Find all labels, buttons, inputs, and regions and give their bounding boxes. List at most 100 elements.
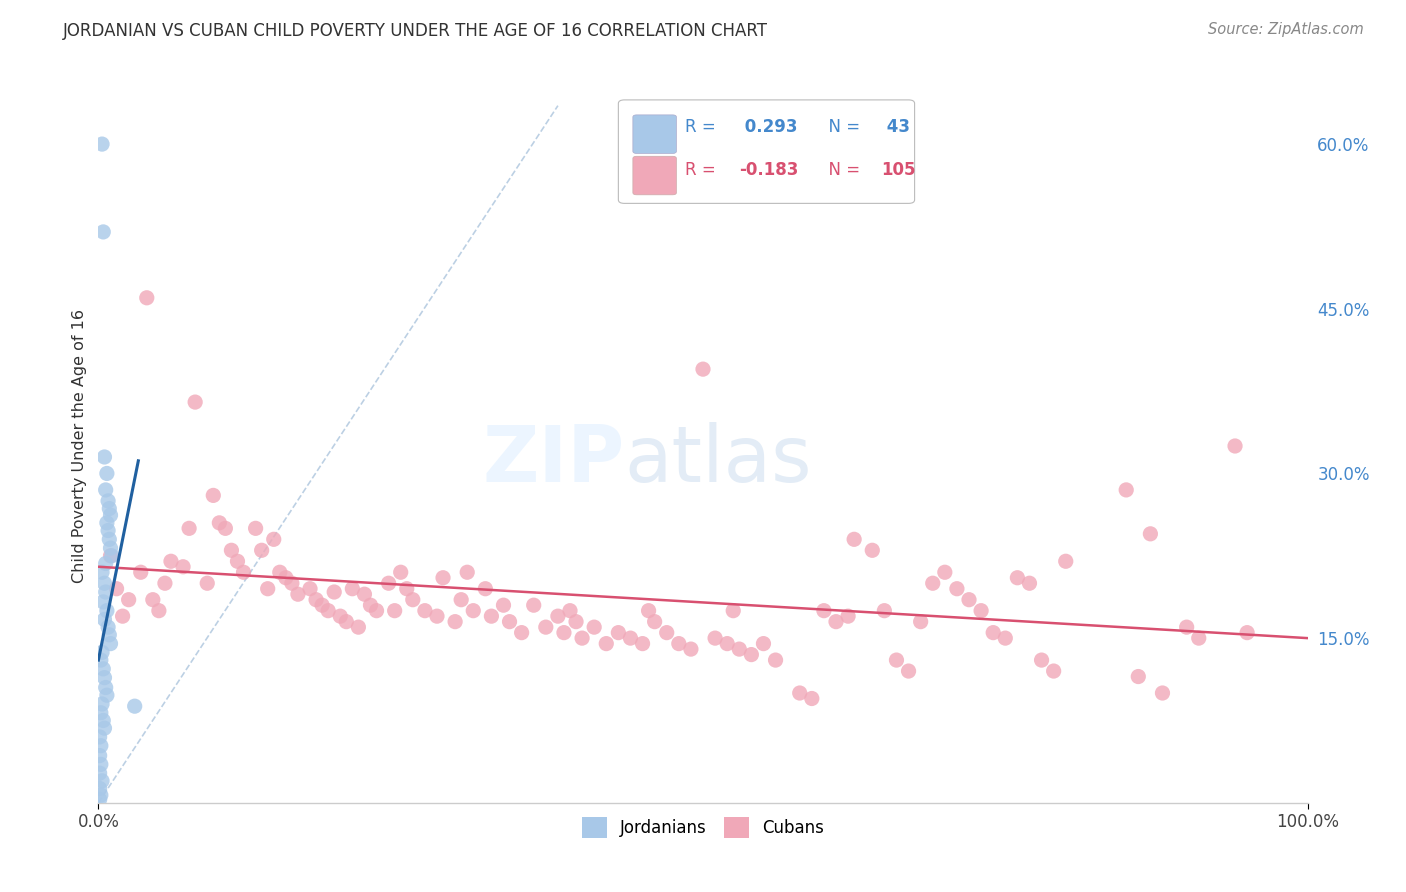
Text: 43: 43 <box>880 118 910 136</box>
Point <box>765 653 787 667</box>
Point <box>323 585 346 599</box>
Point <box>93 721 115 735</box>
Point <box>91 697 114 711</box>
Point <box>245 521 267 535</box>
Point <box>97 494 120 508</box>
Text: N =: N = <box>818 118 865 136</box>
Point <box>94 681 117 695</box>
Point <box>129 566 152 580</box>
Point <box>299 582 322 596</box>
Point <box>105 582 128 596</box>
Point <box>607 625 630 640</box>
Point <box>91 137 114 152</box>
Point <box>740 648 762 662</box>
Point <box>1042 664 1064 678</box>
Point <box>655 625 678 640</box>
Point <box>619 631 641 645</box>
Point <box>93 671 115 685</box>
Point <box>263 533 285 547</box>
Point <box>281 576 304 591</box>
Point <box>360 598 382 612</box>
Text: R =: R = <box>685 161 721 178</box>
Point <box>481 609 503 624</box>
Point <box>1031 653 1053 667</box>
Point <box>728 642 751 657</box>
Point <box>837 609 859 624</box>
Point <box>91 225 114 239</box>
Point <box>274 571 297 585</box>
Point <box>91 714 114 728</box>
Point <box>89 766 111 780</box>
Point <box>342 582 364 596</box>
Point <box>179 521 201 535</box>
Point <box>89 781 111 796</box>
Point <box>813 604 835 618</box>
Point <box>94 557 117 571</box>
Text: ZIP: ZIP <box>482 422 624 499</box>
Point <box>90 706 112 720</box>
Text: atlas: atlas <box>624 422 811 499</box>
Point <box>214 521 236 535</box>
Point <box>886 653 908 667</box>
Point <box>353 587 375 601</box>
Point <box>534 620 557 634</box>
Point <box>208 516 231 530</box>
Point <box>98 628 121 642</box>
Point <box>444 615 467 629</box>
Point <box>1188 631 1211 645</box>
Point <box>89 792 111 806</box>
FancyBboxPatch shape <box>619 100 915 203</box>
Point <box>1054 554 1077 568</box>
Point <box>679 642 702 657</box>
Point <box>910 615 932 629</box>
Point <box>1128 669 1150 683</box>
Point <box>844 533 866 547</box>
Point <box>100 549 122 563</box>
Point <box>184 395 207 409</box>
Point <box>547 609 569 624</box>
Point <box>118 592 141 607</box>
Text: Source: ZipAtlas.com: Source: ZipAtlas.com <box>1208 22 1364 37</box>
Point <box>492 598 515 612</box>
Point <box>644 615 666 629</box>
Point <box>195 576 218 591</box>
Point <box>957 592 980 607</box>
Point <box>100 508 122 523</box>
Point <box>1115 483 1137 497</box>
Text: 0.293: 0.293 <box>740 118 797 136</box>
Point <box>1139 526 1161 541</box>
Point <box>287 587 309 601</box>
Point <box>91 773 114 788</box>
Text: R =: R = <box>685 118 721 136</box>
Point <box>91 645 114 659</box>
Point <box>93 576 115 591</box>
Point <box>921 576 943 591</box>
Point <box>91 566 114 580</box>
Point <box>897 664 920 678</box>
Point <box>692 362 714 376</box>
Point <box>311 598 333 612</box>
Point <box>90 739 112 753</box>
Point <box>583 620 606 634</box>
Point <box>142 592 165 607</box>
Point <box>100 541 122 555</box>
Point <box>100 549 122 563</box>
Point <box>97 524 120 538</box>
Point <box>100 637 122 651</box>
Point <box>93 450 115 464</box>
Point <box>347 620 370 634</box>
Point <box>631 637 654 651</box>
Point <box>704 631 727 645</box>
Point <box>90 653 112 667</box>
Point <box>558 604 581 618</box>
Point <box>111 609 134 624</box>
Point <box>463 604 485 618</box>
Point <box>96 516 118 530</box>
Point <box>553 625 575 640</box>
Point <box>202 488 225 502</box>
Point <box>89 748 111 763</box>
Point <box>571 631 593 645</box>
Point <box>226 554 249 568</box>
Point <box>232 566 254 580</box>
Point <box>994 631 1017 645</box>
